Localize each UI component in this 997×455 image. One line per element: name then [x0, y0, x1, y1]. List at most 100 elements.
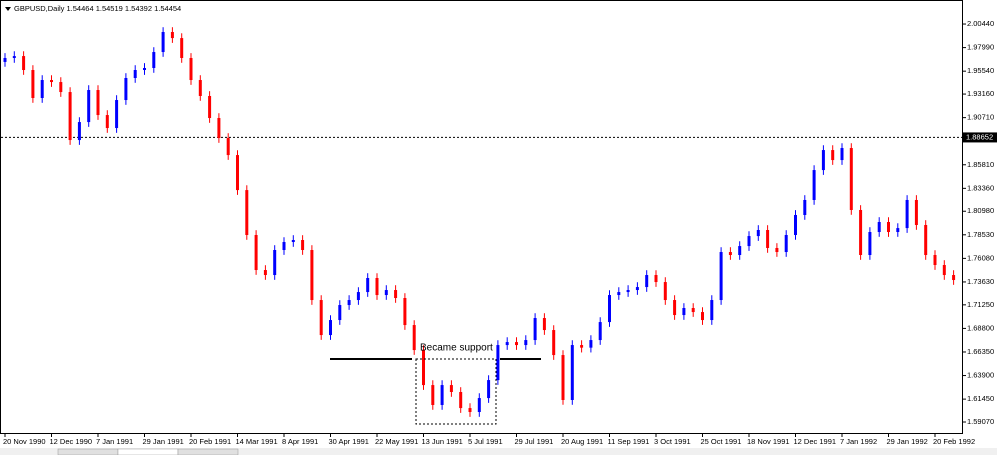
- candle-body: [849, 148, 853, 210]
- plot-frame: [0, 0, 963, 434]
- candle-body: [896, 228, 900, 233]
- candle-body: [31, 70, 35, 99]
- x-tick-label: 7 Jan 1991: [96, 437, 133, 446]
- candle-body: [319, 300, 323, 336]
- candle-body: [663, 282, 667, 301]
- x-tick-label: 22 May 1991: [375, 437, 418, 446]
- candle-body: [691, 308, 695, 313]
- candle-body: [384, 290, 388, 296]
- candle-body: [87, 90, 91, 123]
- candle-body: [784, 234, 788, 253]
- tab[interactable]: [177, 448, 239, 455]
- candle-body: [831, 150, 835, 161]
- candle-body: [524, 340, 528, 346]
- candle-body: [338, 305, 342, 321]
- y-tick-label: 1.95540: [967, 66, 994, 75]
- y-tick-label: 1.93160: [967, 89, 994, 98]
- candle-body: [245, 190, 249, 235]
- x-tick-label: 18 Nov 1991: [747, 437, 790, 446]
- candle-body: [561, 355, 565, 400]
- candle-body: [533, 318, 537, 341]
- y-tick-label: 1.83360: [967, 183, 994, 192]
- candle-body: [198, 80, 202, 96]
- candle-body: [477, 398, 481, 413]
- candle-body: [40, 80, 44, 99]
- candle-body: [645, 275, 649, 288]
- candle-body: [775, 247, 779, 253]
- candle-body: [347, 300, 351, 306]
- candle-body: [821, 150, 825, 171]
- candle-body: [924, 224, 928, 256]
- candle-body: [803, 199, 807, 215]
- candle-body: [608, 295, 611, 323]
- candle-body: [12, 56, 16, 58]
- menu-arrow[interactable]: [5, 7, 11, 11]
- candle-body: [933, 255, 937, 266]
- candle-body: [877, 222, 881, 233]
- candle-body: [859, 209, 863, 256]
- candle-body: [942, 265, 946, 276]
- price-box: [963, 132, 997, 143]
- candle-body: [22, 56, 26, 71]
- x-tick-label: 25 Oct 1991: [701, 437, 742, 446]
- x-tick-label: 13 Jun 1991: [422, 437, 463, 446]
- candle-body: [422, 350, 425, 386]
- candle-body: [170, 32, 174, 39]
- y-tick-label: 1.63900: [967, 371, 994, 380]
- x-tick-label: 20 Feb 1992: [933, 437, 975, 446]
- x-tick-label: 20 Nov 1990: [3, 437, 46, 446]
- candle-body: [310, 250, 314, 301]
- candle-body: [356, 292, 360, 301]
- candle-body: [598, 322, 602, 341]
- candle-body: [747, 236, 751, 247]
- x-tick-label: 29 Jul 1991: [515, 437, 554, 446]
- y-tick-label: 1.71250: [967, 300, 994, 309]
- tab-bar: [0, 448, 997, 455]
- y-tick-label: 1.66350: [967, 347, 994, 356]
- x-tick-label: 3 Oct 1991: [654, 437, 691, 446]
- candle-body: [710, 300, 714, 321]
- candle-body: [96, 90, 100, 116]
- support-zone: [415, 358, 497, 425]
- candle-body: [682, 308, 686, 316]
- candle-body: [887, 222, 890, 233]
- x-tick-label: 7 Jan 1992: [840, 437, 877, 446]
- x-tick-label: 5 Jul 1991: [468, 437, 503, 446]
- y-tick-label: 1.78530: [967, 230, 994, 239]
- candle-body: [449, 385, 453, 393]
- x-tick-label: 29 Jan 1992: [887, 437, 928, 446]
- candle-body: [152, 52, 156, 68]
- candle-body: [626, 290, 630, 293]
- price-box-label: 1.88652: [966, 132, 993, 141]
- tab[interactable]: [57, 448, 119, 455]
- tab[interactable]: [117, 448, 179, 455]
- candle-body: [115, 100, 119, 129]
- candle-body: [77, 122, 81, 141]
- candle-body: [291, 240, 295, 243]
- candle-body: [301, 240, 305, 251]
- x-tick-label: 11 Sep 1991: [608, 437, 650, 446]
- candle-body: [59, 82, 63, 93]
- candle-body: [728, 252, 732, 256]
- candle-body: [766, 229, 770, 248]
- candle-body: [189, 57, 193, 81]
- y-tick-label: 1.73630: [967, 277, 994, 286]
- y-tick-label: 1.90710: [967, 113, 994, 122]
- annotation: Became support: [420, 343, 493, 354]
- candle-body: [263, 270, 267, 276]
- candle-body: [273, 250, 277, 276]
- x-tick-label: 20 Feb 1991: [189, 437, 231, 446]
- candle-body: [719, 252, 723, 301]
- candle-body: [68, 92, 72, 141]
- candle-body: [412, 325, 416, 351]
- candle-body: [329, 320, 332, 336]
- candle-body: [282, 242, 286, 251]
- candle-body: [552, 330, 556, 356]
- candle-body: [589, 340, 593, 348]
- candle-body: [756, 229, 760, 237]
- candle-body: [905, 199, 909, 229]
- candle-body: [701, 312, 704, 321]
- candle-body: [431, 385, 435, 405]
- candle-body: [952, 275, 956, 281]
